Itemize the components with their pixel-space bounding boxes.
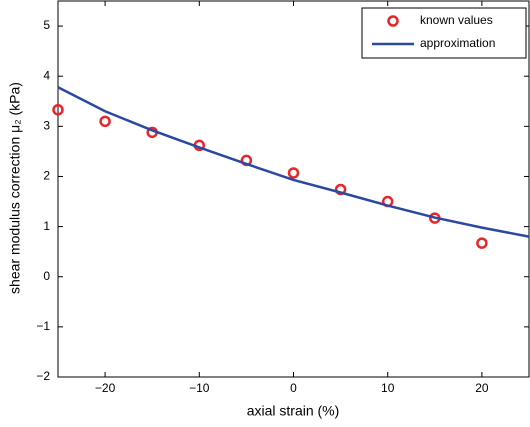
x-tick-label: 20 (475, 381, 489, 395)
y-tick-label: 3 (43, 119, 50, 133)
y-tick-label: 2 (43, 169, 50, 183)
data-point (52, 104, 64, 116)
data-point (99, 115, 111, 128)
data-point (287, 167, 300, 179)
y-axis-label: shear modulus correction μ₂ (kPa) (7, 82, 23, 294)
plot-frame (57, 0, 530, 378)
x-axis-label: axial strain (%) (247, 403, 340, 419)
y-tick-label: −2 (36, 369, 50, 383)
y-tick-label: −1 (36, 319, 50, 333)
legend-box (361, 7, 527, 59)
x-tick-label: −10 (189, 381, 210, 395)
legend-marker (387, 15, 399, 27)
y-tick-label: 0 (43, 269, 50, 283)
x-tick-label: 0 (290, 381, 297, 395)
legend-label: approximation (420, 36, 495, 50)
data-point (476, 237, 488, 249)
legend-label: known values (420, 13, 493, 27)
data-point (334, 183, 347, 196)
x-tick-label: 10 (381, 381, 395, 395)
x-tick-label: −20 (95, 381, 116, 395)
approximation-line (57, 86, 530, 238)
y-tick-label: 4 (43, 68, 50, 82)
y-tick-label: 1 (43, 219, 50, 233)
y-tick-label: 5 (43, 18, 50, 32)
